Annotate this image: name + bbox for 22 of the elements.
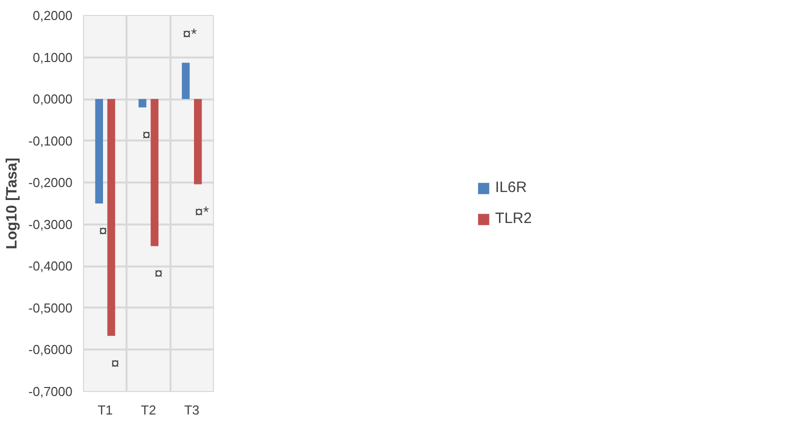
annotation: ¤*	[182, 26, 198, 44]
x-tick-label: T2	[140, 402, 156, 418]
legend-label: TLR2	[495, 210, 532, 227]
annotation: ¤	[98, 223, 108, 240]
y-tick-label: -0,1000	[28, 133, 73, 148]
y-axis-title: Log10 [Tasa]	[3, 158, 20, 250]
annotation: ¤	[111, 355, 120, 372]
y-tick-label: -0,7000	[28, 384, 73, 399]
x-tick-label: T1	[98, 402, 113, 418]
annotation: ¤*	[194, 204, 210, 221]
annotation: ¤	[154, 266, 163, 283]
x-tick-label: T3	[184, 402, 200, 418]
y-tick-label: 0,1000	[32, 50, 73, 65]
y-tick-label: -0,2000	[28, 175, 73, 190]
y-tick-label: -0,5000	[28, 300, 73, 316]
y-tick-label: 0,0000	[32, 92, 73, 107]
y-tick-label: -0,4000	[28, 258, 73, 274]
y-tick-label: -0,6000	[28, 342, 73, 358]
annotation: ¤	[142, 126, 151, 144]
y-tick-label: -0,3000	[28, 216, 73, 232]
y-tick-label: 0,2000	[32, 8, 73, 23]
legend-label: IL6R	[495, 179, 527, 196]
